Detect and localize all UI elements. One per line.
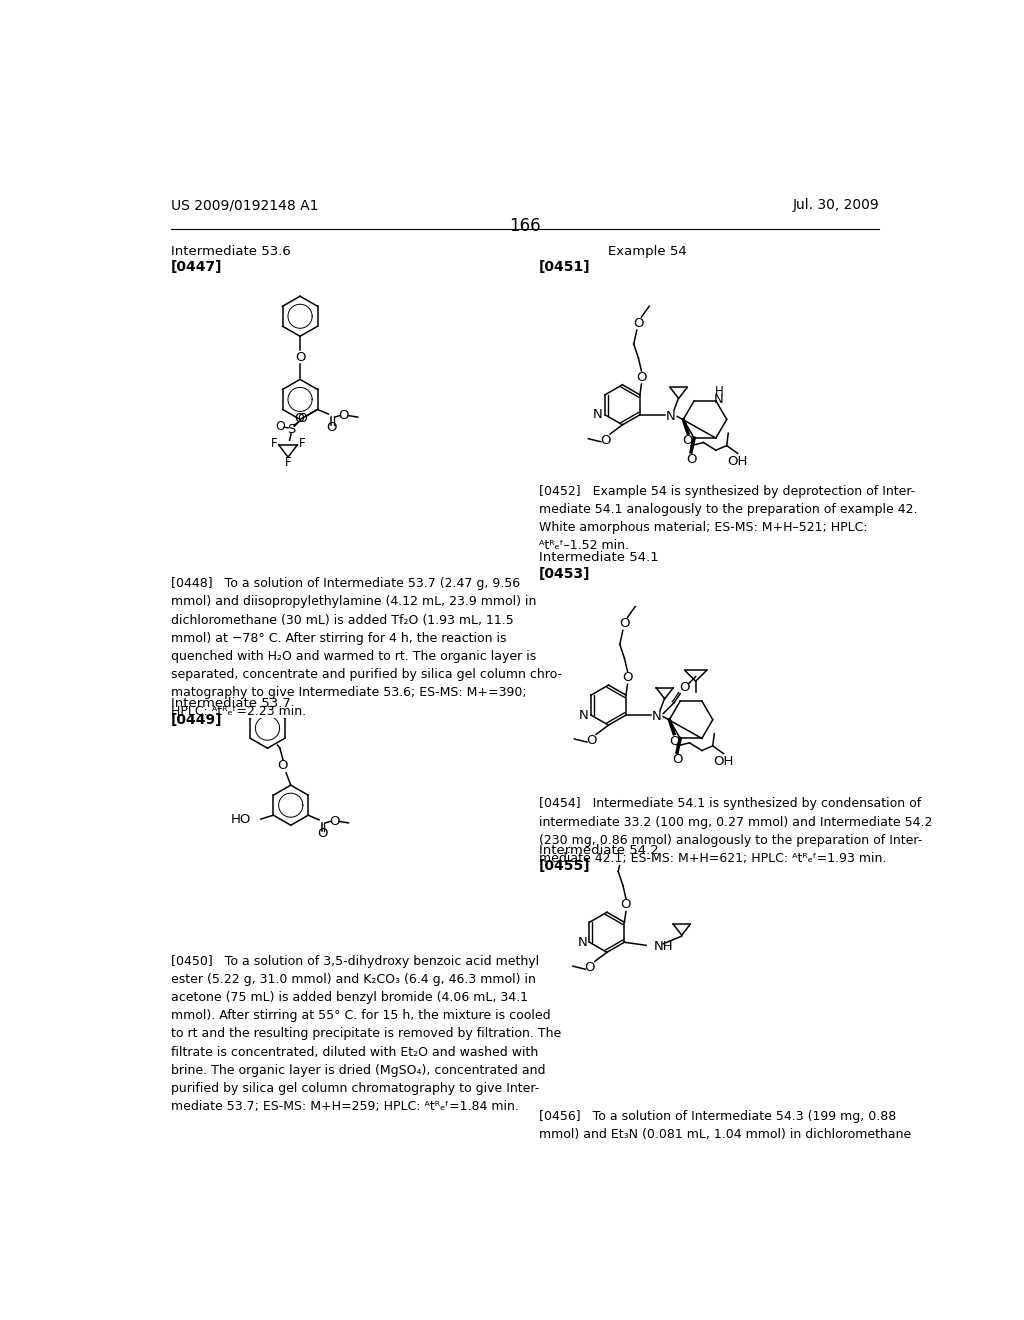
Text: [0456]   To a solution of Intermediate 54.3 (199 mg, 0.88
mmol) and Et₃N (0.081 : [0456] To a solution of Intermediate 54.… [539, 1110, 911, 1142]
Text: F: F [299, 437, 305, 450]
Text: O: O [669, 735, 679, 748]
Text: Intermediate 54.1: Intermediate 54.1 [539, 552, 658, 564]
Text: [0455]: [0455] [539, 859, 591, 873]
Text: HO: HO [231, 813, 252, 825]
Text: N: N [578, 936, 588, 949]
Text: O: O [623, 671, 633, 684]
Text: O: O [672, 754, 682, 767]
Text: [0447]: [0447] [171, 260, 222, 275]
Text: Jul. 30, 2009: Jul. 30, 2009 [793, 198, 879, 213]
Text: O: O [680, 681, 690, 694]
Text: N: N [593, 408, 603, 421]
Text: N: N [652, 710, 662, 723]
Text: [0452]   Example 54 is synthesized by deprotection of Inter-
mediate 54.1 analog: [0452] Example 54 is synthesized by depr… [539, 484, 918, 553]
Text: O: O [633, 317, 644, 330]
Text: O: O [683, 434, 693, 447]
Text: H: H [715, 385, 723, 399]
Text: O: O [330, 814, 340, 828]
Text: O: O [297, 412, 307, 425]
Text: OH: OH [714, 755, 734, 768]
Text: N: N [666, 409, 676, 422]
Text: O: O [275, 420, 286, 433]
Text: O: O [316, 828, 328, 841]
Text: F: F [285, 455, 292, 469]
Text: Intermediate 53.6: Intermediate 53.6 [171, 244, 291, 257]
Text: O: O [586, 734, 597, 747]
Text: S: S [287, 422, 295, 436]
Text: [0454]   Intermediate 54.1 is synthesized by condensation of
intermediate 33.2 (: [0454] Intermediate 54.1 is synthesized … [539, 797, 932, 865]
Text: O: O [686, 453, 696, 466]
Text: F: F [270, 437, 278, 450]
Text: O: O [295, 351, 305, 364]
Text: Intermediate 53.7: Intermediate 53.7 [171, 697, 291, 710]
Text: O: O [621, 898, 631, 911]
Text: OH: OH [727, 454, 748, 467]
Text: [0453]: [0453] [539, 566, 590, 581]
Text: N: N [580, 709, 589, 722]
Text: O: O [636, 371, 647, 384]
Text: O: O [294, 412, 304, 425]
Text: Intermediate 54.2: Intermediate 54.2 [539, 843, 658, 857]
Text: O: O [620, 616, 630, 630]
Text: NH: NH [654, 940, 674, 953]
Text: [0451]: [0451] [539, 260, 591, 275]
Text: US 2009/0192148 A1: US 2009/0192148 A1 [171, 198, 318, 213]
Text: N: N [714, 393, 724, 405]
Text: O: O [327, 421, 337, 434]
Text: 166: 166 [509, 216, 541, 235]
Text: O: O [600, 434, 610, 446]
Text: [0450]   To a solution of 3,5-dihydroxy benzoic acid methyl
ester (5.22 g, 31.0 : [0450] To a solution of 3,5-dihydroxy be… [171, 954, 561, 1113]
Text: O: O [585, 961, 595, 974]
Text: O: O [278, 759, 288, 772]
Text: O: O [339, 409, 349, 422]
Text: O: O [617, 843, 628, 857]
Text: Example 54: Example 54 [608, 244, 687, 257]
Text: [0448]   To a solution of Intermediate 53.7 (2.47 g, 9.56
mmol) and diisopropyle: [0448] To a solution of Intermediate 53.… [171, 577, 561, 718]
Text: [0449]: [0449] [171, 713, 222, 727]
